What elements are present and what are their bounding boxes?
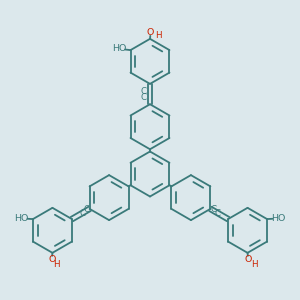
Text: C: C: [79, 209, 85, 218]
Text: C: C: [210, 205, 216, 214]
Text: C: C: [215, 209, 221, 218]
Text: O: O: [244, 255, 252, 264]
Text: C: C: [140, 93, 146, 102]
Text: H: H: [251, 260, 257, 269]
Text: HO: HO: [271, 214, 286, 223]
Text: H: H: [155, 32, 162, 40]
Text: O: O: [48, 255, 56, 264]
Text: C: C: [140, 87, 146, 96]
Text: O: O: [147, 28, 154, 37]
Text: H: H: [53, 260, 59, 269]
Text: C: C: [84, 205, 90, 214]
Text: HO: HO: [112, 44, 126, 53]
Text: HO: HO: [14, 214, 29, 223]
